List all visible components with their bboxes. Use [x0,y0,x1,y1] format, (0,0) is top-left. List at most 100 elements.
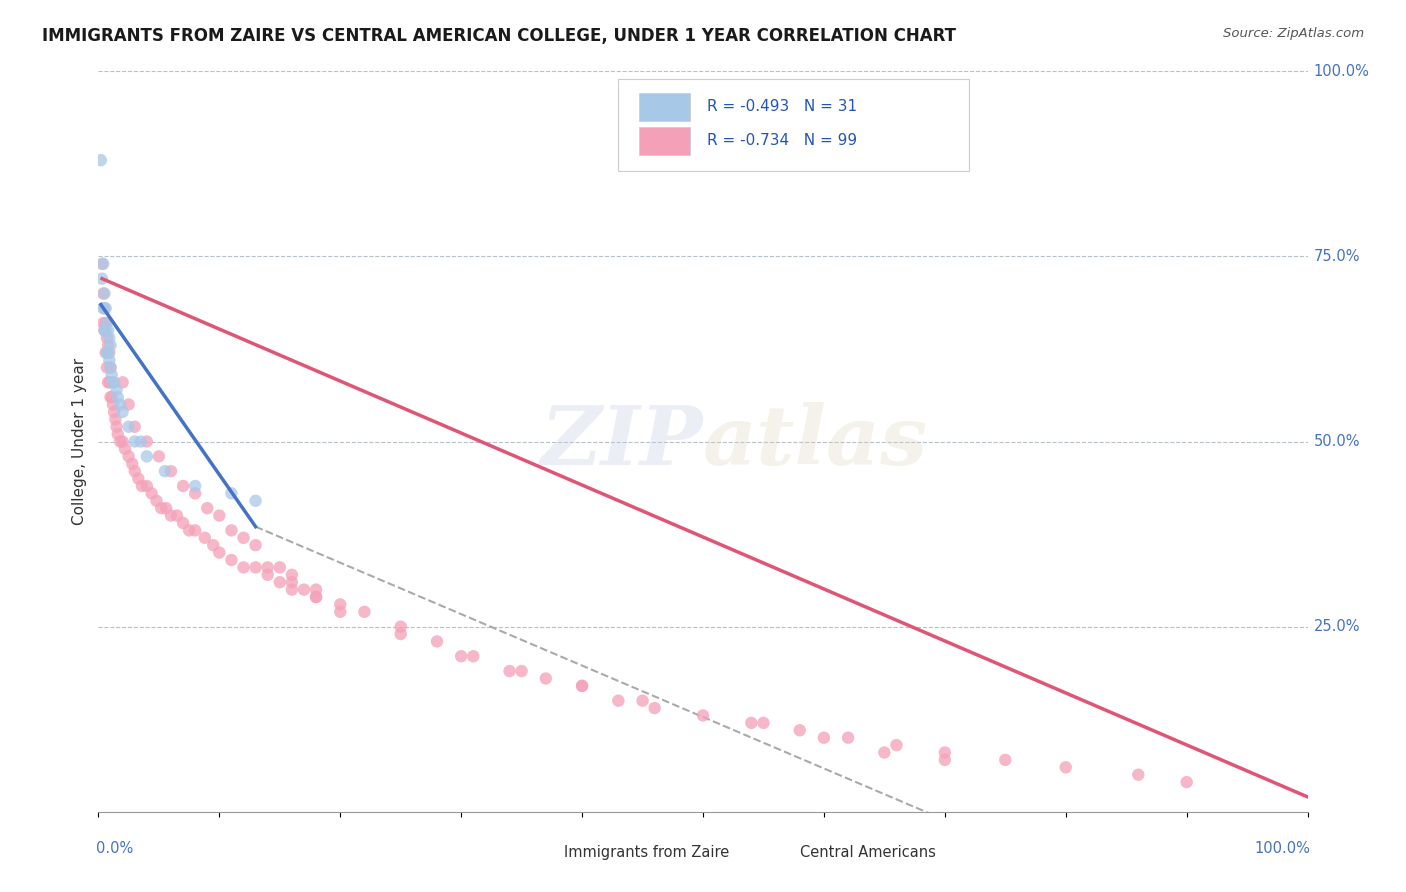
Point [160,508,183,523]
Point [100,338,122,352]
FancyBboxPatch shape [638,127,690,155]
Point [93,324,115,338]
Point [98,376,121,390]
Point [1128,767,1150,781]
Point [172,479,194,493]
Text: 0.0%: 0.0% [96,841,134,856]
Point [124,434,146,449]
Point [98,353,121,368]
Point [571,679,593,693]
Point [269,575,291,590]
Point [96,316,118,330]
Point [118,419,141,434]
Point [127,471,149,485]
Point [91,257,114,271]
Point [571,679,593,693]
Point [184,479,207,493]
Point [111,405,134,419]
Point [994,753,1017,767]
Point [631,694,654,708]
Point [281,582,304,597]
Point [91,271,114,285]
Point [98,331,121,345]
Point [329,598,352,612]
FancyBboxPatch shape [638,93,690,121]
Point [813,731,835,745]
Point [245,560,267,574]
Point [103,405,125,419]
Point [166,508,188,523]
Point [91,301,114,316]
Point [1175,775,1198,789]
Point [103,376,125,390]
Point [195,501,218,516]
FancyBboxPatch shape [522,844,558,862]
FancyBboxPatch shape [758,844,794,862]
Point [155,501,177,516]
Point [124,419,146,434]
Point [135,450,157,464]
Point [96,345,118,359]
Text: R = -0.493   N = 31: R = -0.493 N = 31 [707,99,856,114]
Point [752,715,775,730]
Point [105,419,128,434]
Point [129,434,152,449]
Point [329,605,352,619]
Point [135,434,157,449]
Point [426,634,449,648]
Point [100,390,122,404]
Text: Central Americans: Central Americans [800,845,935,860]
Point [145,493,167,508]
Point [148,450,170,464]
Point [118,450,141,464]
Point [160,464,183,478]
Point [100,390,122,404]
Point [108,434,131,449]
Point [97,345,120,359]
Point [208,508,231,523]
Point [100,368,122,382]
Point [305,582,328,597]
Point [534,672,557,686]
Point [450,649,472,664]
Text: Immigrants from Zaire: Immigrants from Zaire [564,845,730,860]
Text: 100.0%: 100.0% [1313,64,1369,78]
Point [269,560,291,574]
Point [118,398,141,412]
Text: atlas: atlas [703,401,928,482]
Point [93,301,115,316]
Text: 25.0%: 25.0% [1313,619,1360,634]
Point [886,738,908,752]
Point [91,286,114,301]
Point [90,153,112,168]
Point [96,360,118,375]
Point [101,376,124,390]
Point [107,390,129,404]
Point [463,649,485,664]
Point [107,427,129,442]
Point [256,560,278,574]
Text: IMMIGRANTS FROM ZAIRE VS CENTRAL AMERICAN COLLEGE, UNDER 1 YEAR CORRELATION CHAR: IMMIGRANTS FROM ZAIRE VS CENTRAL AMERICA… [42,27,956,45]
Point [172,516,194,530]
Point [94,316,117,330]
Y-axis label: College, Under 1 year: College, Under 1 year [72,358,87,525]
Point [837,731,859,745]
Point [153,464,176,478]
Point [179,524,201,538]
Point [93,286,115,301]
Point [281,575,304,590]
Point [184,524,207,538]
Point [353,605,375,619]
Point [104,412,127,426]
Point [221,553,243,567]
Point [232,560,254,574]
Point [245,538,267,552]
Point [121,457,143,471]
Text: R = -0.734   N = 99: R = -0.734 N = 99 [707,134,856,148]
Point [111,434,134,449]
Point [607,694,630,708]
Point [111,376,134,390]
Point [150,501,173,516]
Point [96,331,118,345]
Point [281,567,304,582]
